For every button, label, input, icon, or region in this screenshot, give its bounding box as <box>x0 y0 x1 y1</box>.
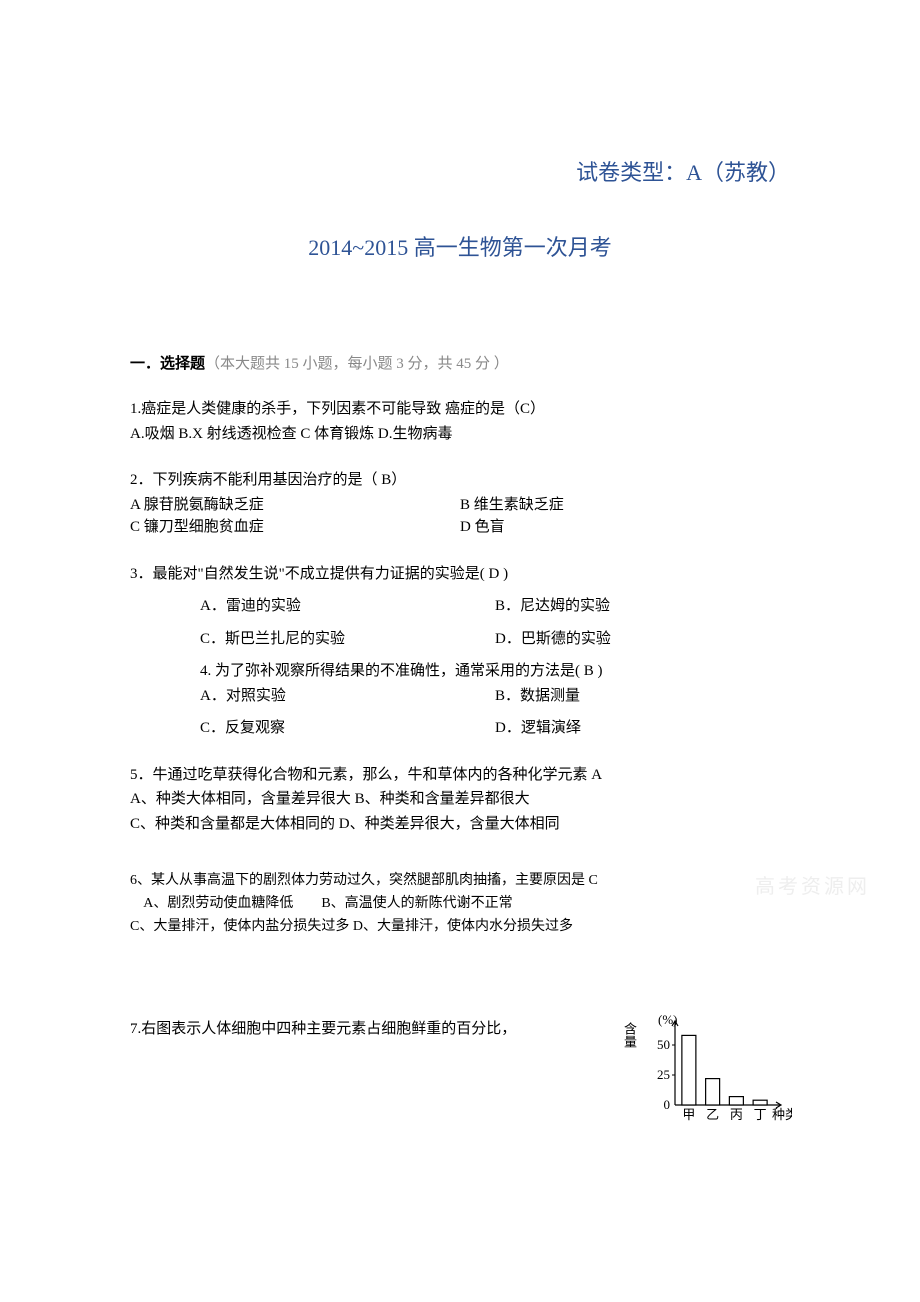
q7-stem: 7.右图表示人体细胞中四种主要元素占细胞鲜重的百分比， <box>130 1017 615 1038</box>
svg-text:50: 50 <box>657 1037 670 1052</box>
section-1-bold: 一．选择题 <box>130 356 205 372</box>
q3-optD: D．巴斯德的实验 <box>495 628 790 651</box>
svg-text:丙: 丙 <box>730 1107 743 1122</box>
q6-line2: A、剧烈劳动使血糖降低 B、高温使人的新陈代谢不正常 <box>130 893 790 914</box>
section-1-gray: （本大题共 15 小题，每小题 3 分，共 45 分 ） <box>205 356 509 372</box>
q3-optC: C．斯巴兰扎尼的实验 <box>200 628 495 651</box>
q2-stem: 2．下列疾病不能利用基因治疗的是（ B） <box>130 469 790 492</box>
question-1: 1.癌症是人类健康的杀手，下列因素不可能导致 癌症的是（C） A.吸烟 B.X … <box>130 398 790 445</box>
q2-optD: D 色盲 <box>460 516 790 539</box>
svg-text:0: 0 <box>664 1097 671 1112</box>
exam-type-label: 试卷类型：A（苏教） <box>576 155 790 187</box>
q1-stem: 1.癌症是人类健康的杀手，下列因素不可能导致 癌症的是（C） <box>130 398 790 421</box>
q4-optD: D．逻辑演绎 <box>495 717 790 740</box>
chart-svg: 0 25 50 甲乙丙丁种类 <box>657 1017 792 1127</box>
q4-optA: A．对照实验 <box>200 685 495 708</box>
q3-optA: A．雷迪的实验 <box>200 595 495 618</box>
q5-line3: C、种类和含量都是大体相同的 D、种类差异很大，含量大体相同 <box>130 813 790 836</box>
question-2: 2．下列疾病不能利用基因治疗的是（ B） A 腺苷脱氨酶缺乏症 B 维生素缺乏症… <box>130 469 790 539</box>
q6-line3: C、大量排汗，使体内盐分损失过多 D、大量排汗，使体内水分损失过多 <box>130 916 790 937</box>
q5-line2: A、种类大体相同，含量差异很大 B、种类和含量差异都很大 <box>130 788 790 811</box>
q6-line1: 6、某人从事高温下的剧烈体力劳动过久，突然腿部肌肉抽搐，主要原因是 C <box>130 870 790 891</box>
q3-stem: 3．最能对"自然发生说"不成立提供有力证据的实验是( D ) <box>130 563 790 586</box>
q2-optB: B 维生素缺乏症 <box>460 494 790 517</box>
chart-y-label: 含量 <box>620 1022 639 1048</box>
q2-optA: A 腺苷脱氨酶缺乏症 <box>130 494 460 517</box>
svg-text:丁: 丁 <box>754 1107 767 1122</box>
question-6: 6、某人从事高温下的剧烈体力劳动过久，突然腿部肌肉抽搐，主要原因是 C A、剧烈… <box>130 870 790 937</box>
q1-options: A.吸烟 B.X 射线透视检查 C 体育锻炼 D.生物病毒 <box>130 423 790 446</box>
q5-line1: 5．牛通过吃草获得化合物和元素，那么，牛和草体内的各种化学元素 A <box>130 764 790 787</box>
q4-optC: C．反复观察 <box>200 717 495 740</box>
svg-text:乙: 乙 <box>706 1107 719 1122</box>
element-chart: 含量 (%) 02550甲乙丙丁种类 <box>625 1017 790 1127</box>
svg-text:甲: 甲 <box>682 1107 695 1122</box>
q2-optC: C 镰刀型细胞贫血症 <box>130 516 460 539</box>
svg-text:种类: 种类 <box>772 1107 792 1122</box>
question-5: 5．牛通过吃草获得化合物和元素，那么，牛和草体内的各种化学元素 A A、种类大体… <box>130 764 790 836</box>
q4-optB: B．数据测量 <box>495 685 790 708</box>
question-7: 7.右图表示人体细胞中四种主要元素占细胞鲜重的百分比， 含量 (%) 02550… <box>130 1017 790 1127</box>
watermark: 高考资源网 <box>755 870 870 899</box>
q4-stem: 4. 为了弥补观察所得结果的不准确性，通常采用的方法是( B ) <box>200 660 790 683</box>
q3-optB: B．尼达姆的实验 <box>495 595 790 618</box>
exam-title: 2014~2015 高一生物第一次月考 <box>130 230 790 262</box>
question-3: 3．最能对"自然发生说"不成立提供有力证据的实验是( D ) A．雷迪的实验 B… <box>130 563 790 740</box>
section-1-header: 一．选择题（本大题共 15 小题，每小题 3 分，共 45 分 ） <box>130 352 790 373</box>
svg-text:25: 25 <box>657 1067 670 1082</box>
